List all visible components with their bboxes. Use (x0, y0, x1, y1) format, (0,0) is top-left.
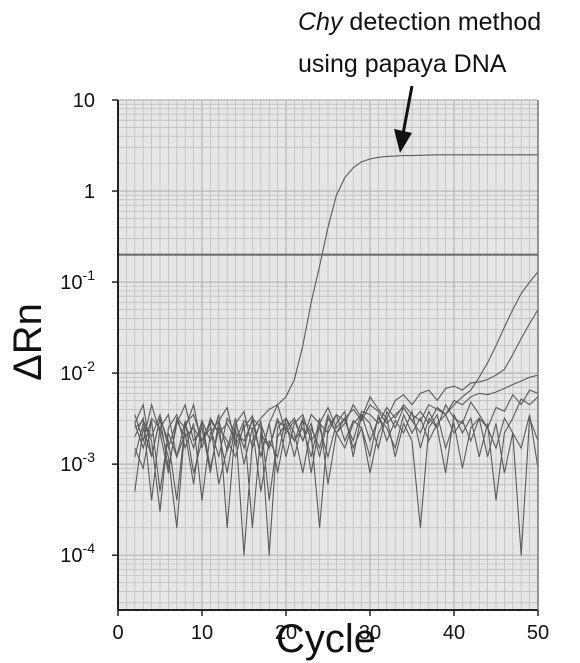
y-tick-label: 10 (73, 90, 95, 112)
y-tick-label: 10-2 (60, 358, 95, 385)
y-axis-label: ΔRn (6, 303, 50, 381)
annotation-label: Chy detection method (298, 8, 541, 37)
y-tick-exponent: -1 (83, 267, 96, 283)
x-tick-label: 40 (443, 622, 465, 644)
y-tick-exponent: -3 (83, 449, 96, 465)
x-tick-label: 0 (112, 622, 123, 644)
y-tick-label: 10-4 (60, 540, 95, 567)
y-tick-label: 10-1 (60, 267, 95, 294)
annotation-label-line2: using papaya DNA (298, 50, 507, 78)
annotation-arrow-head (394, 129, 412, 153)
series-line-5 (134, 396, 538, 528)
series-line-2 (134, 271, 538, 474)
annotation-italic-text: Chy (298, 8, 343, 36)
y-tick-label: 10-3 (60, 449, 95, 476)
y-tick-label: 1 (84, 181, 95, 203)
series-line-7 (134, 389, 538, 556)
x-tick-label: 20 (275, 622, 297, 644)
axes: 0 10 20 30 40 50 10 1 10-1 10-2 10-3 10-4 (60, 90, 549, 644)
x-tick-label: 30 (359, 622, 381, 644)
y-tick-exponent: -4 (83, 540, 96, 556)
x-axis-label: Cycle (276, 617, 376, 661)
x-tick-label: 10 (191, 622, 213, 644)
plot-area (118, 99, 538, 610)
y-tick-exponent: -2 (83, 358, 96, 374)
annotation-text: detection method (342, 8, 542, 36)
series-line-8 (134, 412, 538, 556)
annotation-arrow-shaft (401, 85, 414, 135)
x-tick-label: 50 (527, 622, 549, 644)
